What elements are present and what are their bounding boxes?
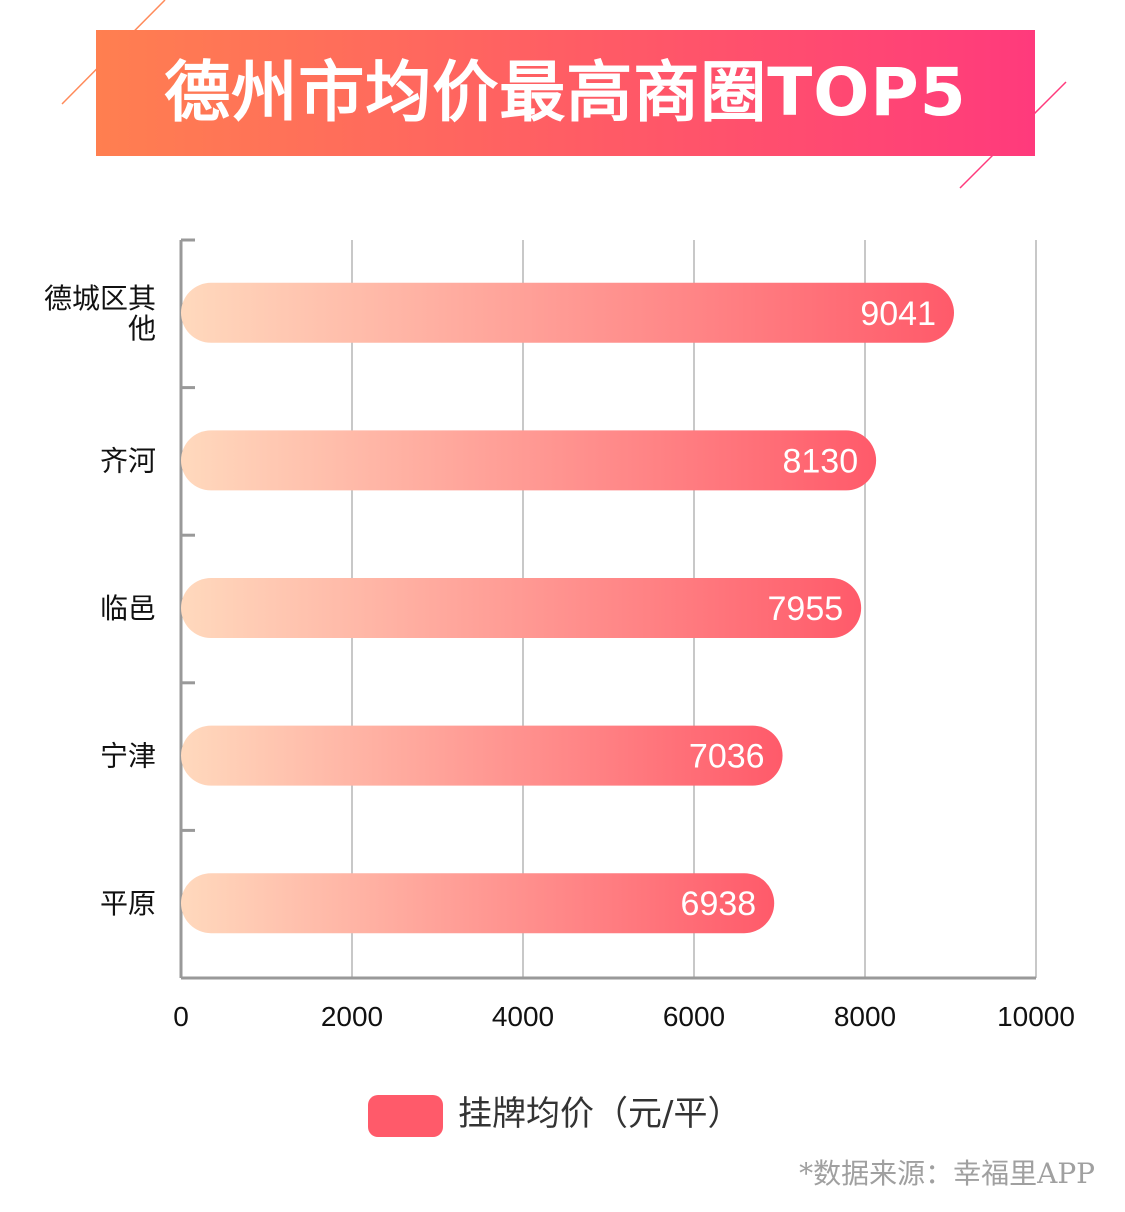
bar-value-label: 8130: [782, 442, 858, 480]
category-label: 平原: [100, 887, 156, 920]
title-banner: 德州市均价最高商圈TOP5: [0, 0, 1125, 200]
bar: [181, 282, 955, 343]
bar-value-label: 7955: [768, 590, 844, 628]
legend-swatch: [368, 1095, 443, 1137]
x-tick-label: 8000: [834, 1001, 896, 1032]
banner-background: [96, 30, 1035, 156]
bar-value-label: 7036: [689, 738, 765, 776]
x-tick-label: 6000: [663, 1001, 725, 1032]
category-label: 齐河: [100, 444, 156, 477]
category-label: 德城区其他: [44, 282, 156, 345]
x-tick-label: 4000: [492, 1001, 554, 1032]
data-source-note: *数据来源：幸福里APP: [799, 1157, 1095, 1190]
bar-chart: 0 2000 4000 6000 8000 10000 9041 德城区其他 8130 齐河 795…: [44, 238, 1075, 1032]
category-label: 临邑: [100, 592, 156, 625]
x-tick-label: 10000: [997, 1001, 1075, 1032]
bar-value-label: 6938: [681, 885, 757, 923]
legend-label: 挂牌均价（元/平）: [458, 1094, 742, 1134]
bar: [181, 725, 783, 786]
bar: [181, 873, 775, 934]
chart-title: 德州市均价最高商圈TOP5: [164, 54, 967, 131]
bar: [181, 430, 877, 491]
x-tick-label: 2000: [321, 1001, 383, 1032]
category-label: 宁津: [100, 740, 156, 773]
bar: [181, 578, 862, 638]
bar-value-label: 9041: [860, 295, 936, 333]
x-tick-label: 0: [173, 1001, 189, 1032]
